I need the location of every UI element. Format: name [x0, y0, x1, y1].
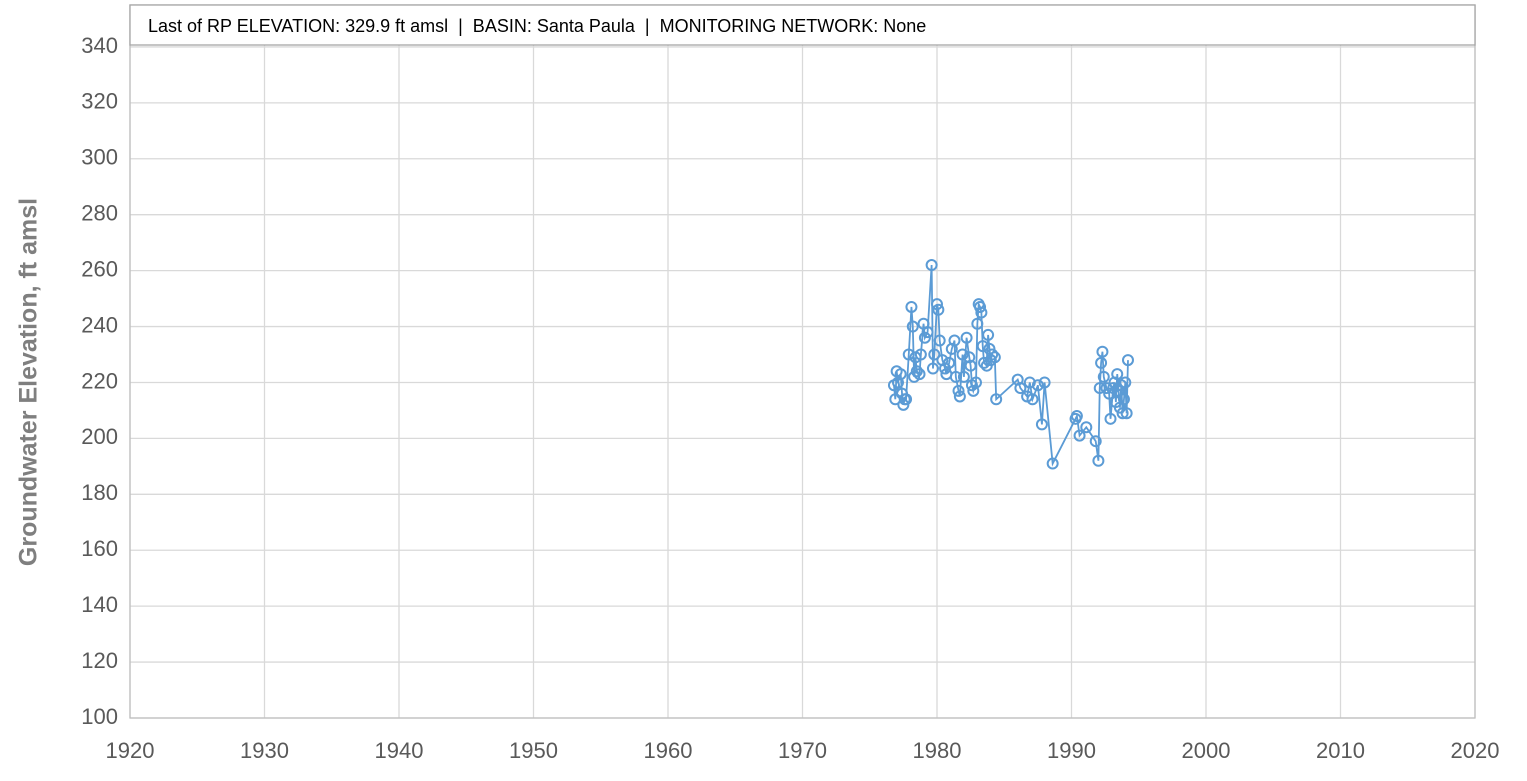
data-point — [1119, 376, 1132, 389]
data-point — [988, 351, 1001, 364]
data-point — [1080, 421, 1093, 434]
data-point — [983, 342, 996, 355]
data-point — [925, 259, 938, 272]
data-point — [1120, 407, 1133, 420]
data-point — [918, 331, 931, 344]
data-point — [963, 351, 976, 364]
data-point — [1116, 407, 1129, 420]
data-point — [943, 356, 956, 369]
data-point — [975, 306, 988, 319]
data-point — [897, 398, 910, 411]
y-tick-label: 280 — [81, 201, 118, 226]
data-point — [1093, 382, 1106, 395]
data-point — [956, 348, 969, 361]
data-point — [1111, 368, 1124, 381]
data-point — [990, 393, 1003, 406]
data-point — [970, 376, 983, 389]
y-tick-label: 220 — [81, 368, 118, 393]
data-point — [1073, 429, 1086, 442]
y-tick-label: 300 — [81, 145, 118, 170]
data-point — [926, 362, 939, 375]
data-point — [982, 328, 995, 341]
data-point — [906, 320, 919, 333]
data-point — [932, 303, 945, 316]
data-point — [1035, 418, 1048, 431]
data-point — [948, 334, 961, 347]
data-point — [1100, 382, 1113, 395]
data-point — [902, 348, 915, 361]
data-point — [921, 326, 934, 339]
data-point — [953, 390, 966, 403]
data-point — [957, 370, 970, 383]
data-point — [1095, 356, 1108, 369]
y-tick-label: 180 — [81, 480, 118, 505]
data-point — [978, 356, 991, 369]
x-tick-label: 1930 — [240, 738, 289, 763]
data-point — [1121, 354, 1134, 367]
data-point — [1112, 384, 1125, 397]
y-tick-label: 140 — [81, 592, 118, 617]
data-point — [900, 393, 913, 406]
y-tick-label: 100 — [81, 704, 118, 729]
data-point — [1014, 382, 1027, 395]
y-tick-label: 340 — [81, 33, 118, 58]
data-point — [933, 334, 946, 347]
data-point — [986, 348, 999, 361]
y-tick-label: 120 — [81, 648, 118, 673]
y-tick-label: 240 — [81, 312, 118, 337]
data-point — [914, 348, 927, 361]
y-tick-label: 320 — [81, 89, 118, 114]
data-point — [1092, 454, 1105, 467]
x-tick-label: 1940 — [375, 738, 424, 763]
data-point — [1104, 412, 1117, 425]
data-point — [1031, 379, 1044, 392]
data-point — [952, 384, 965, 397]
x-tick-label: 2020 — [1451, 738, 1500, 763]
data-point — [1070, 410, 1083, 423]
data-point — [894, 368, 907, 381]
x-tick-label: 2010 — [1316, 738, 1365, 763]
x-tick-label: 1960 — [644, 738, 693, 763]
data-point — [1089, 435, 1102, 448]
data-point — [1117, 393, 1130, 406]
data-point — [931, 298, 943, 311]
x-tick-label: 1990 — [1047, 738, 1096, 763]
data-point — [928, 348, 941, 361]
data-point — [905, 300, 918, 313]
data-point — [1026, 393, 1039, 406]
x-tick-label: 2000 — [1182, 738, 1231, 763]
data-point — [913, 368, 926, 381]
data-point — [960, 331, 973, 344]
y-tick-label: 160 — [81, 536, 118, 561]
data-point — [1097, 370, 1110, 383]
data-point — [949, 370, 962, 383]
data-point — [1046, 457, 1059, 470]
y-axis-title: Groundwater Elevation, ft amsl — [15, 198, 43, 566]
annotation: Last of RP ELEVATION: 329.9 ft amsl | BA… — [148, 16, 926, 36]
data-point — [1023, 376, 1036, 389]
data-point — [910, 365, 923, 378]
x-tick-label: 1950 — [509, 738, 558, 763]
data-point — [971, 317, 984, 330]
data-point — [1096, 345, 1109, 358]
x-tick-label: 1920 — [106, 738, 155, 763]
annotation-box — [129, 4, 1476, 46]
data-point — [1038, 376, 1051, 389]
y-tick-label: 260 — [81, 256, 118, 281]
data-point — [974, 300, 987, 313]
x-tick-label: 1970 — [778, 738, 827, 763]
data-point — [976, 340, 989, 353]
data-point — [964, 359, 977, 372]
x-tick-label: 1980 — [913, 738, 962, 763]
y-tick-label: 200 — [81, 424, 118, 449]
